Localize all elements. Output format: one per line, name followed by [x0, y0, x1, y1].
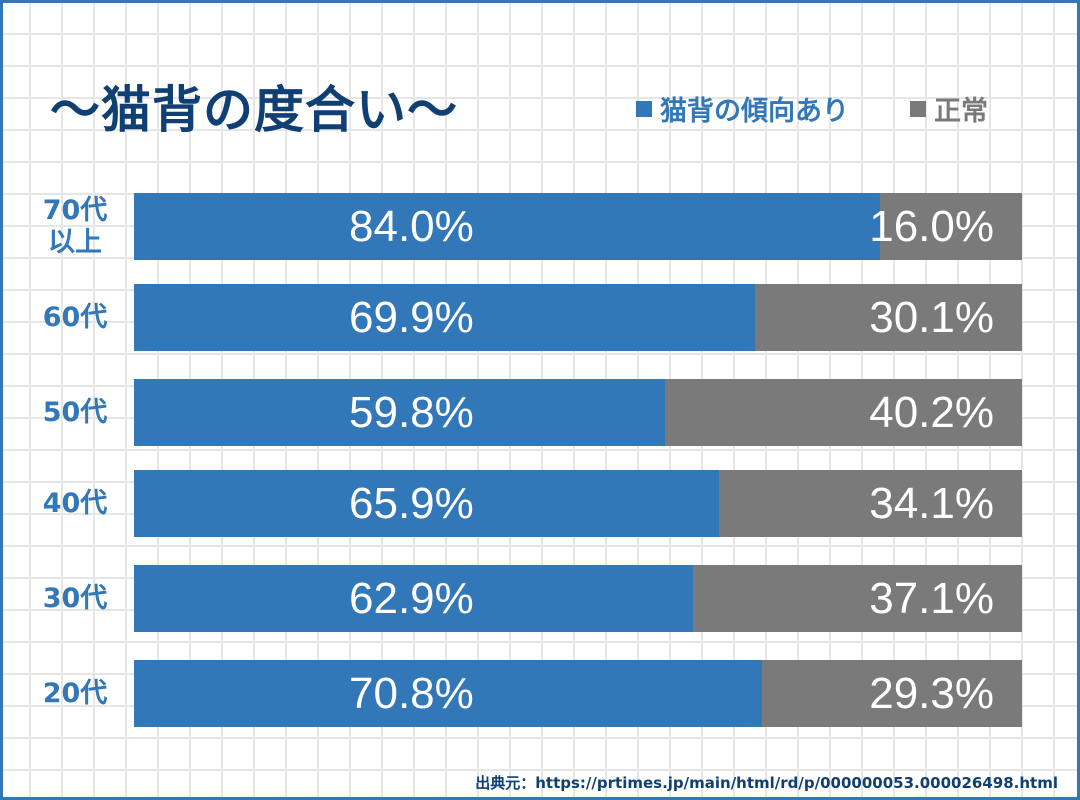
legend-item-cat-hunch: 猫背の傾向あり: [636, 89, 849, 128]
category-label: 60代: [20, 302, 130, 334]
data-label-hunch: 84.0%: [349, 202, 474, 251]
data-label-normal: 16.0%: [869, 202, 994, 251]
bar-segment-normal: [693, 565, 1022, 632]
bar-segment-normal: [762, 660, 1022, 727]
category-label: 50代: [20, 397, 130, 429]
data-label-normal: 40.2%: [869, 388, 994, 437]
category-label-line: 50代: [42, 396, 108, 428]
bar-segment-hunch: [134, 660, 762, 727]
data-label-hunch: 65.9%: [349, 479, 474, 528]
bar-row: 65.9% 34.1%: [134, 470, 1022, 537]
bar-row: 59.8% 40.2%: [134, 379, 1022, 446]
category-label: 20代: [20, 678, 130, 710]
category-label-line: 70代: [42, 194, 108, 226]
category-label: 30代: [20, 583, 130, 615]
data-label-normal: 37.1%: [869, 574, 994, 623]
bar-segment-normal: [665, 379, 1022, 446]
bar-segment-hunch: [134, 284, 755, 351]
chart-title: 〜猫背の度合い〜: [50, 81, 458, 139]
category-label-line: 以上: [48, 226, 102, 258]
legend-label: 猫背の傾向あり: [660, 96, 849, 127]
legend-label: 正常: [934, 96, 988, 127]
source-text: 出典元：https://prtimes.jp/main/html/rd/p/00…: [475, 774, 1058, 792]
bar-row: 70.8% 29.3%: [134, 660, 1022, 727]
category-label-line: 30代: [42, 582, 108, 614]
data-label-hunch: 62.9%: [349, 574, 474, 623]
legend-swatch-gray: [910, 100, 926, 117]
bar-row: 69.9% 30.1%: [134, 284, 1022, 351]
category-label-line: 40代: [42, 487, 108, 519]
bar-row: 62.9% 37.1%: [134, 565, 1022, 632]
bar-segment-normal: [719, 470, 1022, 537]
bar-segment-normal: [755, 284, 1022, 351]
bar-segment-normal: [880, 193, 1022, 260]
data-label-hunch: 59.8%: [349, 388, 474, 437]
bar-row: 84.0% 16.0%: [134, 193, 1022, 260]
data-label-normal: 34.1%: [869, 479, 994, 528]
category-label-line: 20代: [42, 677, 108, 709]
bar-segment-hunch: [134, 565, 693, 632]
category-label: 40代: [20, 488, 130, 520]
data-label-hunch: 70.8%: [349, 669, 474, 718]
category-label-line: 60代: [42, 301, 108, 333]
data-label-normal: 29.3%: [869, 669, 994, 718]
legend-swatch-blue: [636, 100, 652, 117]
bar-segment-hunch: [134, 193, 880, 260]
legend-item-normal: 正常: [910, 89, 988, 128]
data-label-hunch: 69.9%: [349, 293, 474, 342]
bar-segment-hunch: [134, 470, 719, 537]
data-label-normal: 30.1%: [869, 293, 994, 342]
bar-segment-hunch: [134, 379, 665, 446]
category-label: 70代 以上: [20, 195, 130, 259]
